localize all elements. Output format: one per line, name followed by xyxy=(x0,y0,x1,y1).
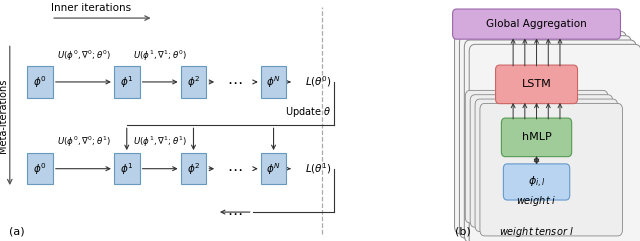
Text: $\cdots$: $\cdots$ xyxy=(227,74,243,89)
Text: $\phi^0$: $\phi^0$ xyxy=(33,74,47,90)
FancyBboxPatch shape xyxy=(260,153,287,184)
Text: weight $i$: weight $i$ xyxy=(516,194,557,208)
Text: Inner iterations: Inner iterations xyxy=(51,3,131,13)
Text: $\phi^1$: $\phi^1$ xyxy=(120,161,134,177)
Text: (a): (a) xyxy=(9,226,24,236)
Text: weight tensor $l$: weight tensor $l$ xyxy=(499,225,574,239)
FancyBboxPatch shape xyxy=(460,36,631,238)
Text: hMLP: hMLP xyxy=(522,132,552,142)
Text: $U(\phi^0, \nabla^0; \theta^1)$: $U(\phi^0, \nabla^0; \theta^1)$ xyxy=(56,135,110,149)
FancyBboxPatch shape xyxy=(452,9,621,39)
Text: $\cdots$: $\cdots$ xyxy=(227,161,243,176)
Text: Global Aggregation: Global Aggregation xyxy=(486,19,587,29)
Text: $\cdots$: $\cdots$ xyxy=(227,205,243,220)
Text: $\phi_{i,l}$: $\phi_{i,l}$ xyxy=(528,174,545,189)
Text: $\phi^2$: $\phi^2$ xyxy=(187,74,200,90)
Text: LSTM: LSTM xyxy=(522,79,552,89)
Text: Meta-iterations: Meta-iterations xyxy=(0,79,8,153)
FancyBboxPatch shape xyxy=(495,65,577,104)
Text: $\phi^2$: $\phi^2$ xyxy=(187,161,200,177)
FancyBboxPatch shape xyxy=(114,153,140,184)
Text: $\phi^0$: $\phi^0$ xyxy=(33,161,47,177)
FancyBboxPatch shape xyxy=(501,118,572,157)
FancyBboxPatch shape xyxy=(470,95,612,227)
Text: $U(\phi^0, \nabla^0; \theta^0)$: $U(\phi^0, \nabla^0; \theta^0)$ xyxy=(56,48,110,63)
FancyBboxPatch shape xyxy=(454,31,627,234)
FancyBboxPatch shape xyxy=(465,90,608,223)
FancyBboxPatch shape xyxy=(503,164,570,200)
Text: $\phi^1$: $\phi^1$ xyxy=(120,74,134,90)
FancyBboxPatch shape xyxy=(480,103,623,236)
FancyBboxPatch shape xyxy=(260,66,287,98)
FancyBboxPatch shape xyxy=(180,66,206,98)
FancyBboxPatch shape xyxy=(114,66,140,98)
Text: $L(\theta^0)$: $L(\theta^0)$ xyxy=(305,74,332,89)
FancyBboxPatch shape xyxy=(469,44,640,241)
Text: (b): (b) xyxy=(454,226,470,236)
Text: $L(\theta^1)$: $L(\theta^1)$ xyxy=(305,161,332,176)
FancyBboxPatch shape xyxy=(464,40,636,241)
Text: Update $\theta$: Update $\theta$ xyxy=(285,105,332,119)
FancyBboxPatch shape xyxy=(27,66,53,98)
Text: $U(\phi^1, \nabla^1; \theta^0)$: $U(\phi^1, \nabla^1; \theta^0)$ xyxy=(133,48,187,63)
Text: $\phi^N$: $\phi^N$ xyxy=(266,74,281,90)
FancyBboxPatch shape xyxy=(180,153,206,184)
Text: $\phi^N$: $\phi^N$ xyxy=(266,161,281,177)
Text: $U(\phi^1, \nabla^1; \theta^1)$: $U(\phi^1, \nabla^1; \theta^1)$ xyxy=(133,135,187,149)
FancyBboxPatch shape xyxy=(475,99,618,232)
FancyBboxPatch shape xyxy=(27,153,53,184)
